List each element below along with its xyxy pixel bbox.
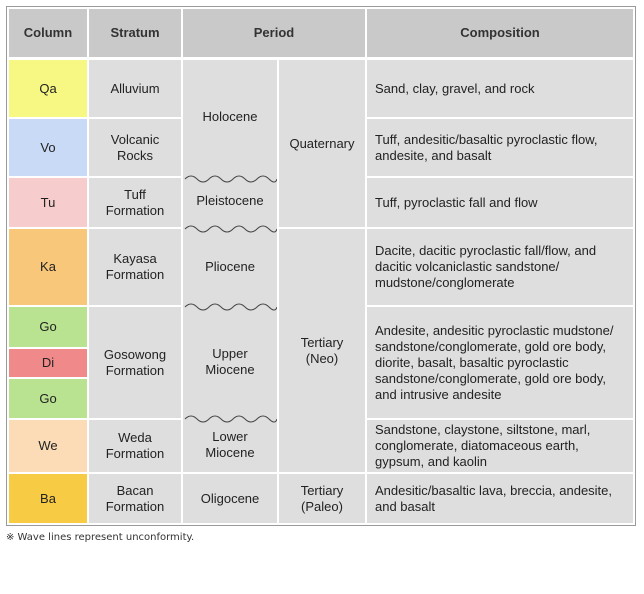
epoch-lower-miocene: Lower Miocene: [205, 429, 255, 460]
stratum-gosowong-formation: Gosowong Formation: [89, 307, 181, 418]
column-ka: Ka: [9, 229, 87, 305]
stratum-weda-formation: Weda Formation: [89, 420, 181, 472]
column-di: Di: [9, 349, 87, 377]
column-we: We: [9, 420, 87, 472]
epoch-pleistocene: Pleistocene: [196, 193, 264, 208]
composition-we: Sandstone, claystone, siltstone, marl, c…: [367, 420, 633, 472]
stratum-volcanic-rocks: Volcanic Rocks: [89, 119, 181, 176]
composition-tu: Tuff, pyroclastic fall and flow: [367, 178, 633, 227]
period-tertiary-neo: Tertiary (Neo): [279, 229, 365, 472]
column-vo: Vo: [9, 119, 87, 176]
composition-ka: Dacite, dacitic pyroclastic fall/flow, a…: [367, 229, 633, 305]
column-ba: Ba: [9, 474, 87, 523]
composition-qa: Sand, clay, gravel, and rock: [367, 60, 633, 117]
header-composition: Composition: [367, 9, 633, 57]
column-qa: Qa: [9, 60, 87, 117]
composition-vo: Tuff, andesitic/basaltic pyroclastic flo…: [367, 119, 633, 176]
period-quaternary: Quaternary: [279, 60, 365, 227]
header-column: Column: [9, 9, 87, 57]
header-period: Period: [183, 9, 365, 57]
epoch-holocene: Holocene: [202, 109, 258, 124]
unconformity-wave-4: [184, 415, 277, 423]
epoch-oligocene-cell: [183, 474, 277, 523]
composition-ba: Andesitic/basaltic lava, breccia, andesi…: [367, 474, 633, 523]
period-tertiary-paleo: Tertiary (Paleo): [279, 474, 365, 523]
epoch-column-background: [183, 60, 277, 472]
column-tu: Tu: [9, 178, 87, 227]
composition-go: Andesite, andesitic pyroclastic mudstone…: [367, 307, 633, 418]
epoch-upper-miocene: Upper Miocene: [205, 346, 255, 377]
column-go-upper: Go: [9, 307, 87, 347]
column-go-lower: Go: [9, 379, 87, 418]
unconformity-wave-3: [184, 303, 277, 311]
epoch-oligocene: Oligocene: [200, 491, 260, 506]
unconformity-wave-2: [184, 225, 277, 233]
stratigraphy-table: Column Stratum Period Composition Qa Vo …: [6, 6, 636, 526]
footnote: ※ Wave lines represent unconformity.: [6, 532, 195, 543]
stratum-alluvium: Alluvium: [89, 60, 181, 117]
stratum-tuff-formation: Tuff Formation: [89, 178, 181, 227]
header-stratum: Stratum: [89, 9, 181, 57]
stratum-bacan-formation: Bacan Formation: [89, 474, 181, 523]
stratum-kayasa-formation: Kayasa Formation: [89, 229, 181, 305]
unconformity-wave-1: [184, 175, 277, 183]
epoch-pliocene: Pliocene: [205, 259, 255, 274]
